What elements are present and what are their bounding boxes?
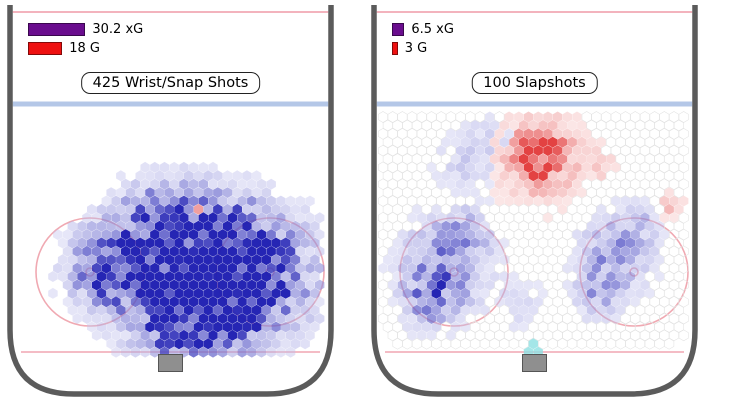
legend-xg-row: 6.5 xG <box>392 20 454 39</box>
xg-label: 6.5 xG <box>411 22 454 37</box>
rink-svg-slapshots <box>371 5 698 397</box>
rink-svg-wrist-snap <box>7 5 334 397</box>
goals-swatch <box>392 42 398 55</box>
xg-swatch <box>28 23 86 36</box>
legend-xg-row: 30.2 xG <box>28 20 143 39</box>
legend-slapshots: 6.5 xG 3 G <box>392 20 454 58</box>
legend-wrist-snap: 30.2 xG 18 G <box>28 20 143 58</box>
xg-swatch <box>392 23 405 36</box>
rink-panel-wrist-snap-shots: 30.2 xG 18 G 425 Wrist/Snap Shots <box>7 5 334 405</box>
panel-title-wrist-snap: 425 Wrist/Snap Shots <box>80 72 261 94</box>
xg-label: 30.2 xG <box>92 22 144 37</box>
legend-goals-row: 18 G <box>28 39 143 58</box>
goals-label: 3 G <box>404 41 428 56</box>
rink-panel-slapshots: 6.5 xG 3 G 100 Slapshots <box>371 5 698 405</box>
panel-title-slapshots: 100 Slapshots <box>471 72 598 94</box>
goals-swatch <box>28 42 63 55</box>
legend-goals-row: 3 G <box>392 39 454 58</box>
goals-label: 18 G <box>69 41 100 56</box>
